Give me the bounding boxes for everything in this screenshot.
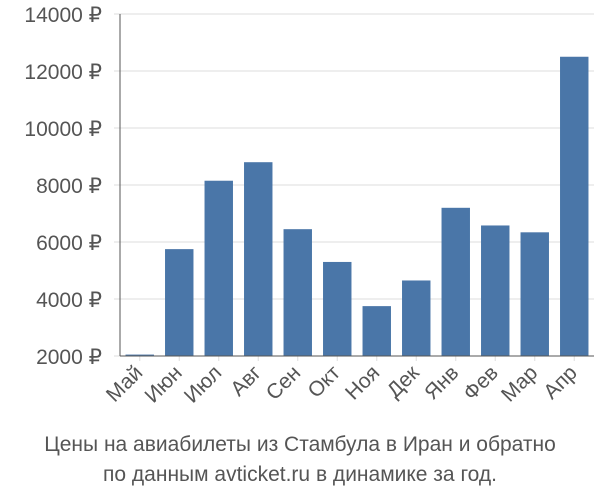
axes xyxy=(119,14,594,361)
price-bar-chart: 2000 ₽ 4000 ₽ 6000 ₽ 8000 ₽ 10000 ₽ 12000 ₽ 14… xyxy=(24,4,594,408)
y-tick-label: 12000 ₽ xyxy=(24,61,102,84)
x-tick-label: Окт xyxy=(303,361,345,403)
y-tick-label: 14000 ₽ xyxy=(24,4,102,27)
y-tick-label: 4000 ₽ xyxy=(36,289,102,312)
bar-11 xyxy=(520,232,549,356)
x-tick-label: Сен xyxy=(262,361,305,404)
bar-2 xyxy=(165,249,194,356)
bars xyxy=(125,56,589,356)
grid-lines xyxy=(114,13,594,357)
x-tick-label: Янв xyxy=(420,361,463,404)
bar-4 xyxy=(244,162,273,356)
bar-10 xyxy=(481,225,510,356)
y-tick-label: 8000 ₽ xyxy=(36,175,102,198)
y-tick-label: 6000 ₽ xyxy=(36,232,102,255)
y-tick-labels: 2000 ₽ 4000 ₽ 6000 ₽ 8000 ₽ 10000 ₽ 12000 ₽ 14… xyxy=(24,4,102,369)
x-tick-label: Июн xyxy=(141,361,187,407)
bar-9 xyxy=(441,207,470,356)
bar-6 xyxy=(323,261,352,356)
bar-5 xyxy=(283,229,312,356)
x-tick-label: Фев xyxy=(459,361,503,405)
y-tick-label: 2000 ₽ xyxy=(36,346,102,369)
x-tick-label: Ноя xyxy=(341,361,384,404)
x-tick-label: Мар xyxy=(497,361,542,406)
bar-8 xyxy=(402,280,431,356)
chart-caption: Цены на авиабилеты из Стамбула в Иран и … xyxy=(0,430,600,490)
bar-7 xyxy=(362,306,391,356)
x-tick-label: Авг xyxy=(226,361,266,401)
x-tick-label: Май xyxy=(102,361,147,406)
x-tick-label: Дек xyxy=(383,361,425,403)
caption-line-1: Цены на авиабилеты из Стамбула в Иран и … xyxy=(44,433,556,456)
x-tick-label: Июл xyxy=(180,361,226,407)
y-tick-label: 10000 ₽ xyxy=(24,118,102,141)
bar-1 xyxy=(125,354,154,356)
bar-3 xyxy=(204,180,233,356)
x-tick-label: Апр xyxy=(539,361,581,403)
bar-12 xyxy=(560,56,589,356)
caption-line-2: по данным avticket.ru в динамике за год. xyxy=(103,463,497,486)
